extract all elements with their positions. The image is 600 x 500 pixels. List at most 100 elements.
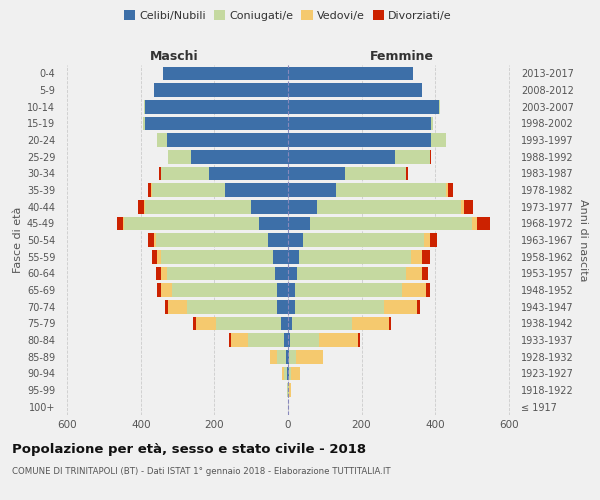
Bar: [157, 250, 161, 264]
Bar: [159, 166, 161, 180]
Bar: [383, 300, 417, 314]
Bar: [289, 366, 290, 380]
Bar: [431, 133, 446, 147]
Bar: [402, 283, 426, 297]
Bar: [154, 83, 288, 97]
Bar: [448, 183, 454, 197]
Bar: [319, 333, 358, 347]
Bar: [464, 200, 473, 213]
Bar: [289, 350, 296, 364]
Bar: [143, 116, 145, 130]
Bar: [229, 333, 231, 347]
Y-axis label: Anni di nascita: Anni di nascita: [578, 198, 588, 281]
Text: Femmine: Femmine: [370, 50, 434, 62]
Legend: Celibi/Nubili, Coniugati/e, Vedovi/e, Divorziati/e: Celibi/Nubili, Coniugati/e, Vedovi/e, Di…: [122, 8, 454, 23]
Text: COMUNE DI TRINITAPOLI (BT) - Dati ISTAT 1° gennaio 2018 - Elaborazione TUTTITALI: COMUNE DI TRINITAPOLI (BT) - Dati ISTAT …: [12, 468, 391, 476]
Bar: [288, 333, 290, 347]
Bar: [161, 266, 167, 280]
Bar: [144, 200, 145, 213]
Bar: [259, 216, 288, 230]
Bar: [288, 250, 299, 264]
Bar: [288, 166, 345, 180]
Bar: [148, 233, 154, 247]
Bar: [165, 300, 169, 314]
Bar: [297, 266, 406, 280]
Bar: [288, 116, 431, 130]
Bar: [417, 300, 419, 314]
Bar: [152, 183, 226, 197]
Bar: [124, 216, 259, 230]
Bar: [275, 266, 288, 280]
Bar: [288, 383, 289, 397]
Bar: [151, 183, 152, 197]
Bar: [145, 200, 251, 213]
Bar: [161, 250, 273, 264]
Bar: [122, 216, 124, 230]
Bar: [117, 216, 122, 230]
Bar: [288, 83, 422, 97]
Bar: [288, 66, 413, 80]
Bar: [288, 100, 439, 114]
Bar: [216, 316, 281, 330]
Bar: [172, 283, 277, 297]
Bar: [411, 250, 422, 264]
Bar: [169, 300, 187, 314]
Bar: [317, 200, 461, 213]
Bar: [148, 183, 151, 197]
Bar: [157, 133, 167, 147]
Bar: [288, 200, 317, 213]
Bar: [288, 366, 289, 380]
Bar: [154, 233, 155, 247]
Bar: [288, 300, 295, 314]
Bar: [281, 316, 288, 330]
Bar: [422, 250, 430, 264]
Bar: [430, 150, 431, 164]
Bar: [145, 100, 288, 114]
Bar: [424, 233, 430, 247]
Y-axis label: Fasce di età: Fasce di età: [13, 207, 23, 273]
Bar: [268, 233, 288, 247]
Bar: [310, 216, 472, 230]
Text: Maschi: Maschi: [149, 50, 199, 62]
Bar: [145, 116, 288, 130]
Bar: [193, 316, 196, 330]
Bar: [157, 283, 161, 297]
Bar: [288, 150, 395, 164]
Bar: [290, 333, 319, 347]
Bar: [163, 66, 288, 80]
Bar: [395, 150, 430, 164]
Bar: [209, 166, 288, 180]
Bar: [288, 233, 303, 247]
Bar: [167, 133, 288, 147]
Bar: [277, 283, 288, 297]
Bar: [287, 383, 288, 397]
Bar: [251, 200, 288, 213]
Bar: [426, 283, 430, 297]
Bar: [277, 350, 286, 364]
Bar: [288, 350, 289, 364]
Bar: [269, 350, 277, 364]
Bar: [406, 166, 408, 180]
Bar: [187, 300, 277, 314]
Bar: [289, 383, 290, 397]
Bar: [273, 250, 288, 264]
Bar: [430, 233, 437, 247]
Bar: [139, 200, 144, 213]
Bar: [144, 100, 145, 114]
Bar: [446, 183, 448, 197]
Bar: [472, 216, 478, 230]
Bar: [155, 266, 161, 280]
Bar: [292, 316, 352, 330]
Text: Popolazione per età, sesso e stato civile - 2018: Popolazione per età, sesso e stato civil…: [12, 442, 366, 456]
Bar: [152, 250, 157, 264]
Bar: [288, 316, 292, 330]
Bar: [439, 100, 440, 114]
Bar: [431, 116, 433, 130]
Bar: [284, 333, 288, 347]
Bar: [336, 183, 446, 197]
Bar: [461, 200, 464, 213]
Bar: [231, 333, 248, 347]
Bar: [303, 233, 424, 247]
Bar: [288, 266, 297, 280]
Bar: [167, 266, 275, 280]
